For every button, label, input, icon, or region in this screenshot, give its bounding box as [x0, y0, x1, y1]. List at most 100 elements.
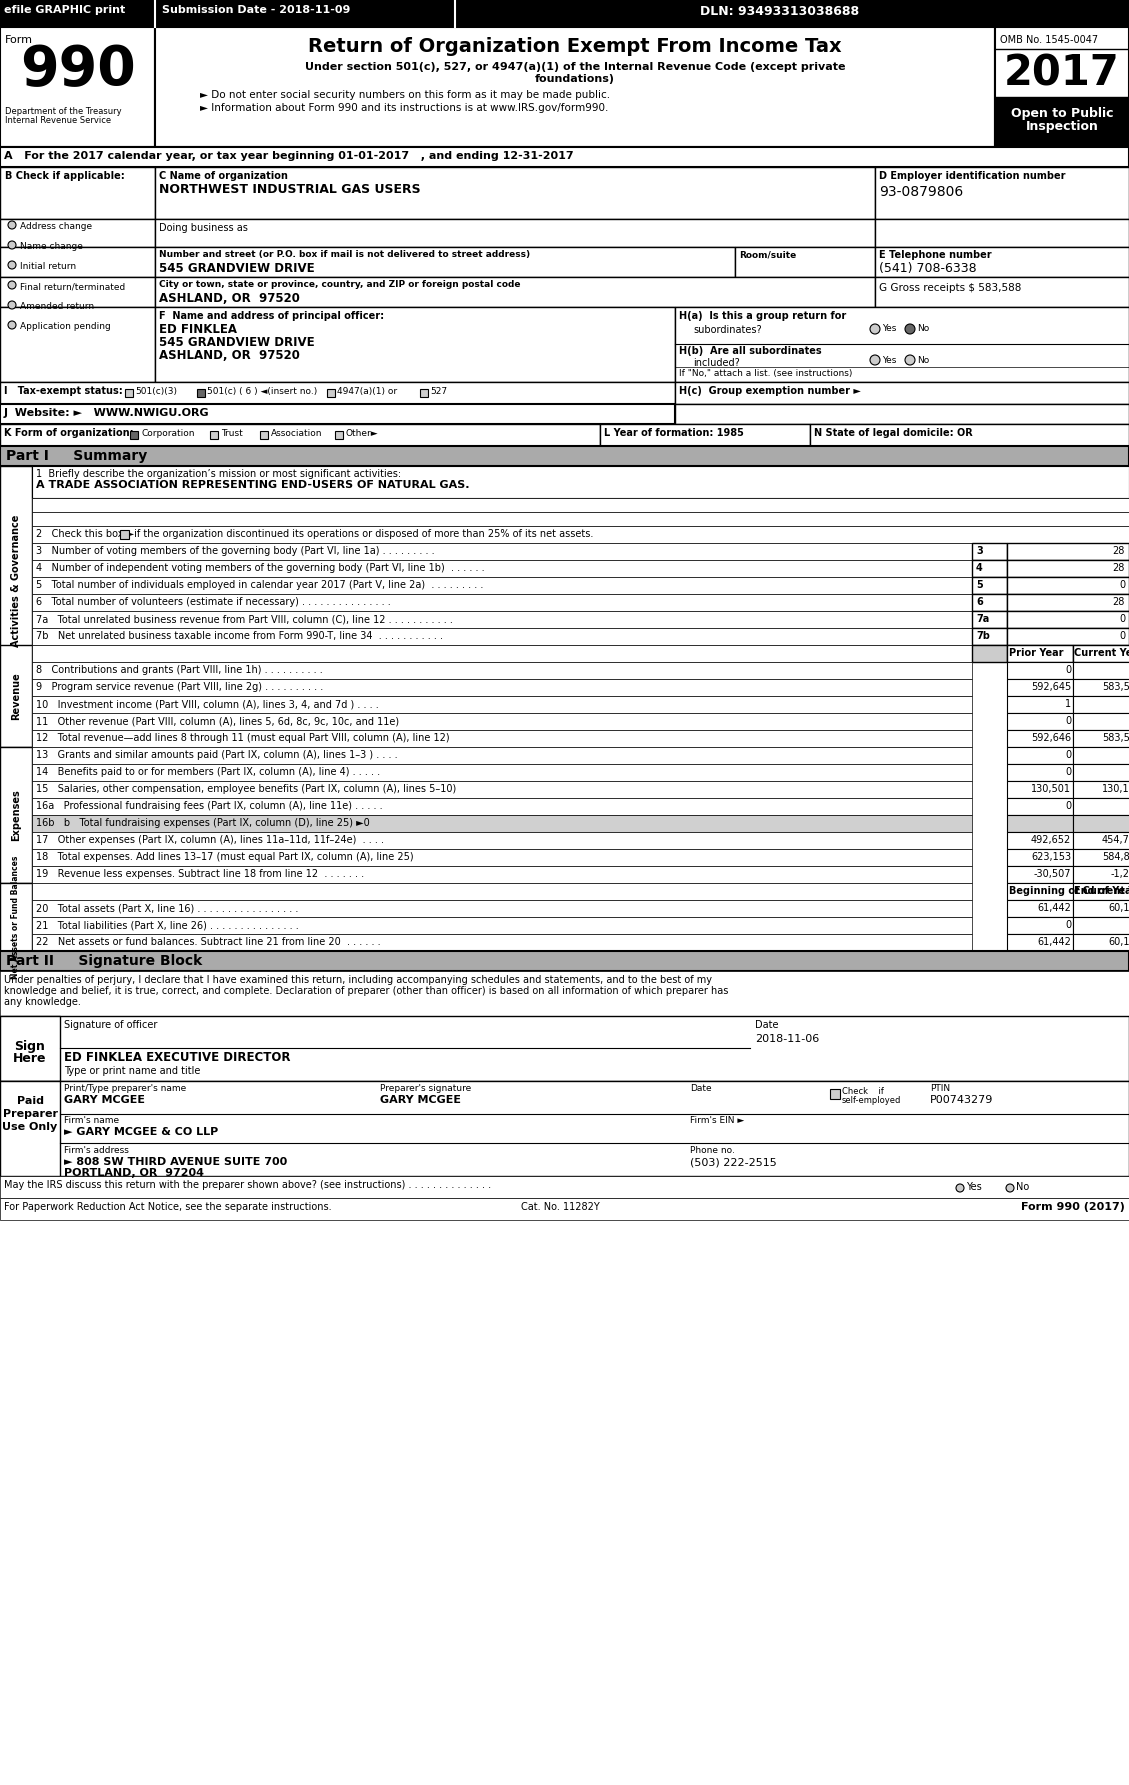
Bar — [0, 382, 675, 403]
Bar — [32, 832, 972, 850]
Bar — [1073, 866, 1129, 884]
Bar — [32, 610, 972, 628]
Bar — [260, 430, 268, 439]
Bar — [875, 246, 1129, 277]
Text: Submission Date - 2018-11-09: Submission Date - 2018-11-09 — [161, 5, 350, 14]
Bar — [32, 900, 972, 917]
Bar — [196, 389, 205, 396]
Bar — [0, 425, 599, 446]
Bar — [0, 746, 32, 884]
Bar — [1007, 798, 1073, 816]
Bar — [32, 644, 972, 662]
Text: Association: Association — [271, 428, 323, 437]
Text: 61,442: 61,442 — [1038, 937, 1071, 948]
Text: 7b   Net unrelated business taxable income from Form 990-T, line 34  . . . . . .: 7b Net unrelated business taxable income… — [36, 632, 443, 641]
Text: 11   Other revenue (Part VIII, column (A), lines 5, 6d, 8c, 9c, 10c, and 11e): 11 Other revenue (Part VIII, column (A),… — [36, 716, 400, 726]
Text: Signature of officer: Signature of officer — [64, 1019, 157, 1030]
Text: Cat. No. 11282Y: Cat. No. 11282Y — [520, 1201, 599, 1212]
Text: 16b   b   Total fundraising expenses (Part IX, column (D), line 25) ►0: 16b b Total fundraising expenses (Part I… — [36, 818, 370, 828]
Text: ASHLAND, OR  97520: ASHLAND, OR 97520 — [159, 350, 300, 362]
Bar — [1007, 560, 1129, 577]
Text: 6: 6 — [975, 596, 982, 607]
Bar — [1007, 934, 1073, 951]
Text: Final return/terminated: Final return/terminated — [20, 282, 125, 291]
Text: 1: 1 — [1065, 700, 1071, 709]
Text: N State of legal domicile: OR: N State of legal domicile: OR — [814, 428, 973, 437]
Bar — [0, 1016, 60, 1082]
Text: P00743279: P00743279 — [930, 1094, 994, 1105]
Circle shape — [8, 321, 16, 328]
Text: Return of Organization Exempt From Income Tax: Return of Organization Exempt From Incom… — [308, 37, 842, 55]
Text: Address change: Address change — [20, 221, 93, 230]
Bar — [1007, 610, 1129, 628]
Bar — [155, 168, 875, 220]
Text: 501(c) ( 6 ) ◄(insert no.): 501(c) ( 6 ) ◄(insert no.) — [207, 387, 317, 396]
Text: Date: Date — [755, 1019, 779, 1030]
Bar — [0, 277, 155, 307]
Text: 592,645: 592,645 — [1031, 682, 1071, 693]
Bar — [0, 1082, 60, 1176]
Bar — [0, 246, 155, 277]
Text: DLN: 93493313038688: DLN: 93493313038688 — [700, 5, 859, 18]
Text: 7a   Total unrelated business revenue from Part VIII, column (C), line 12 . . . : 7a Total unrelated business revenue from… — [36, 614, 453, 625]
Text: If "No," attach a list. (see instructions): If "No," attach a list. (see instruction… — [679, 369, 852, 378]
Circle shape — [870, 355, 879, 364]
Text: 0: 0 — [1119, 614, 1124, 625]
Text: Check    if: Check if — [842, 1087, 884, 1096]
Text: efile GRAPHIC print: efile GRAPHIC print — [5, 5, 125, 14]
Bar — [1073, 644, 1129, 662]
Bar — [1007, 662, 1073, 678]
Text: if the organization discontinued its operations or disposed of more than 25% of : if the organization discontinued its ope… — [131, 528, 594, 539]
Text: 22   Net assets or fund balances. Subtract line 21 from line 20  . . . . . .: 22 Net assets or fund balances. Subtract… — [36, 937, 380, 948]
Text: Type or print name and title: Type or print name and title — [64, 1066, 200, 1076]
Bar — [420, 389, 428, 396]
Text: 7a: 7a — [975, 614, 989, 625]
Text: Corporation: Corporation — [141, 428, 194, 437]
Text: May the IRS discuss this return with the preparer shown above? (see instructions: May the IRS discuss this return with the… — [5, 1180, 491, 1191]
Bar — [875, 277, 1129, 307]
Bar — [1007, 884, 1073, 900]
Text: Firm's EIN ►: Firm's EIN ► — [690, 1116, 744, 1125]
Text: 93-0879806: 93-0879806 — [879, 186, 963, 198]
Bar — [972, 610, 1007, 628]
Bar — [0, 307, 155, 382]
Text: H(a)  Is this a group return for: H(a) Is this a group return for — [679, 311, 847, 321]
Bar — [1007, 712, 1073, 730]
Bar — [1073, 798, 1129, 816]
Bar — [1073, 782, 1129, 798]
Bar — [0, 466, 32, 696]
Text: 12   Total revenue—add lines 8 through 11 (must equal Part VIII, column (A), lin: 12 Total revenue—add lines 8 through 11 … — [36, 734, 449, 743]
Text: 501(c)(3): 501(c)(3) — [135, 387, 177, 396]
Text: Revenue: Revenue — [11, 673, 21, 719]
Bar — [875, 168, 1129, 220]
Text: Net Assets or Fund Balances: Net Assets or Fund Balances — [11, 855, 20, 978]
Bar — [32, 782, 972, 798]
Text: Firm's name: Firm's name — [64, 1116, 120, 1125]
Bar — [675, 403, 1129, 425]
Text: City or town, state or province, country, and ZIP or foreign postal code: City or town, state or province, country… — [159, 280, 520, 289]
Text: 130,501: 130,501 — [1031, 784, 1071, 794]
Text: Inspection: Inspection — [1025, 120, 1099, 134]
Bar — [0, 0, 1129, 27]
Bar — [0, 220, 155, 246]
Text: Expenses: Expenses — [11, 789, 21, 841]
Text: 4: 4 — [975, 562, 982, 573]
Text: 7b: 7b — [975, 632, 990, 641]
Bar — [1073, 900, 1129, 917]
Text: Sign: Sign — [15, 1041, 45, 1053]
Text: 0: 0 — [1065, 666, 1071, 675]
Text: Application pending: Application pending — [20, 321, 111, 330]
Text: 28: 28 — [1112, 546, 1124, 555]
Text: 130,100: 130,100 — [1102, 784, 1129, 794]
Text: A   For the 2017 calendar year, or tax year beginning 01-01-2017   , and ending : A For the 2017 calendar year, or tax yea… — [5, 152, 574, 161]
Text: Paid: Paid — [17, 1096, 44, 1107]
Text: 0: 0 — [1065, 801, 1071, 810]
Text: 0: 0 — [1065, 750, 1071, 760]
Text: G Gross receipts $ 583,588: G Gross receipts $ 583,588 — [879, 284, 1022, 293]
Text: 0: 0 — [1065, 768, 1071, 776]
Text: 2018-11-06: 2018-11-06 — [755, 1034, 820, 1044]
Text: 4   Number of independent voting members of the governing body (Part VI, line 1b: 4 Number of independent voting members o… — [36, 562, 484, 573]
Bar — [1073, 662, 1129, 678]
Text: Beginning of Current Year: Beginning of Current Year — [1009, 885, 1129, 896]
Bar — [32, 560, 972, 577]
